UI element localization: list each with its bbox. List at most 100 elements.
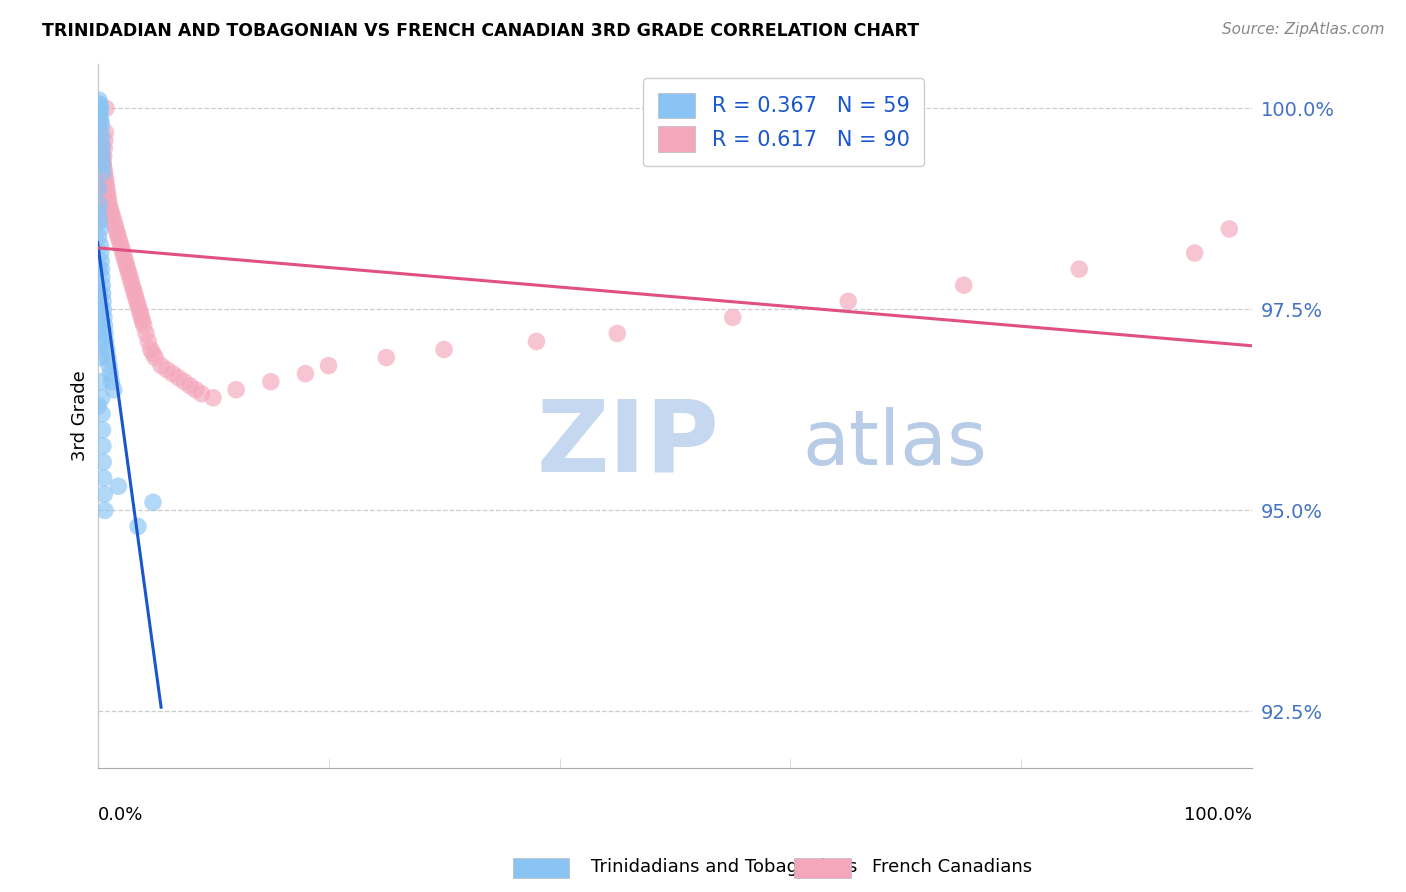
Point <box>90 246 112 260</box>
Point <box>105 222 128 236</box>
Point <box>129 306 152 320</box>
Point <box>89 318 111 333</box>
Point <box>91 158 114 172</box>
Point <box>87 214 110 228</box>
Point <box>87 97 110 112</box>
Point <box>162 367 184 381</box>
Point <box>90 351 112 365</box>
Point <box>98 202 121 216</box>
Point <box>89 133 111 147</box>
Point <box>89 214 111 228</box>
Point <box>124 286 146 301</box>
Point <box>96 343 118 357</box>
Point <box>94 334 117 349</box>
Point <box>135 326 157 341</box>
Point <box>98 367 121 381</box>
Point <box>93 141 115 155</box>
Point <box>90 190 112 204</box>
Point <box>91 174 114 188</box>
Point <box>93 166 115 180</box>
Point <box>87 206 110 220</box>
Point <box>150 359 173 373</box>
Point <box>91 149 114 163</box>
Point <box>93 487 115 501</box>
Point <box>89 97 111 112</box>
Point <box>89 206 111 220</box>
Point <box>131 310 153 325</box>
Point <box>94 174 117 188</box>
Point <box>89 125 111 139</box>
Point <box>90 254 112 268</box>
Point <box>318 359 340 373</box>
Point <box>96 186 118 200</box>
Point <box>89 238 111 252</box>
Point <box>128 302 150 317</box>
Point <box>89 101 111 115</box>
Point <box>184 383 207 397</box>
Point <box>94 101 117 115</box>
Point <box>94 169 117 184</box>
Point <box>122 282 145 296</box>
Point <box>103 214 125 228</box>
Point <box>90 375 112 389</box>
Point <box>107 479 129 493</box>
Point <box>143 351 166 365</box>
Point <box>132 318 155 333</box>
Point <box>97 190 120 204</box>
Point <box>721 310 744 325</box>
Point <box>108 234 131 248</box>
Point <box>104 218 127 232</box>
Point <box>433 343 456 357</box>
Point <box>375 351 398 365</box>
Point <box>91 407 114 421</box>
Text: 100.0%: 100.0% <box>1184 806 1253 824</box>
Point <box>118 270 141 285</box>
Point <box>90 391 112 405</box>
Text: French Canadians: French Canadians <box>872 858 1032 876</box>
Point <box>179 378 201 392</box>
Point <box>93 149 115 163</box>
Point <box>121 278 143 293</box>
Point <box>97 351 120 365</box>
Point <box>103 383 125 397</box>
Point <box>94 125 117 139</box>
Point <box>112 250 135 264</box>
Point <box>97 194 120 208</box>
Point <box>89 222 111 236</box>
Point <box>117 262 139 277</box>
Point <box>1069 262 1091 277</box>
Point <box>260 375 283 389</box>
Point <box>87 399 110 413</box>
Point <box>131 314 153 328</box>
Point <box>105 226 128 240</box>
Point <box>190 386 212 401</box>
Point <box>1184 246 1206 260</box>
Point <box>526 334 548 349</box>
Point <box>89 109 111 123</box>
Point <box>87 93 110 107</box>
Point <box>89 137 111 152</box>
Point <box>90 270 112 285</box>
Point <box>94 133 117 147</box>
Point <box>100 375 122 389</box>
Y-axis label: 3rd Grade: 3rd Grade <box>72 370 89 461</box>
Point <box>202 391 225 405</box>
Point <box>1218 222 1240 236</box>
Point <box>167 370 190 384</box>
Point <box>98 198 121 212</box>
Point <box>90 141 112 155</box>
Point <box>91 455 114 469</box>
Point <box>90 145 112 160</box>
Point <box>118 266 141 280</box>
Point <box>115 258 138 272</box>
Point <box>294 367 316 381</box>
Point <box>94 326 117 341</box>
Point <box>90 262 112 277</box>
Point <box>89 101 111 115</box>
Text: ZIP: ZIP <box>537 395 720 492</box>
Point <box>90 117 112 131</box>
Point <box>100 206 122 220</box>
Point <box>91 439 114 453</box>
Point <box>90 125 112 139</box>
Point <box>87 230 110 244</box>
